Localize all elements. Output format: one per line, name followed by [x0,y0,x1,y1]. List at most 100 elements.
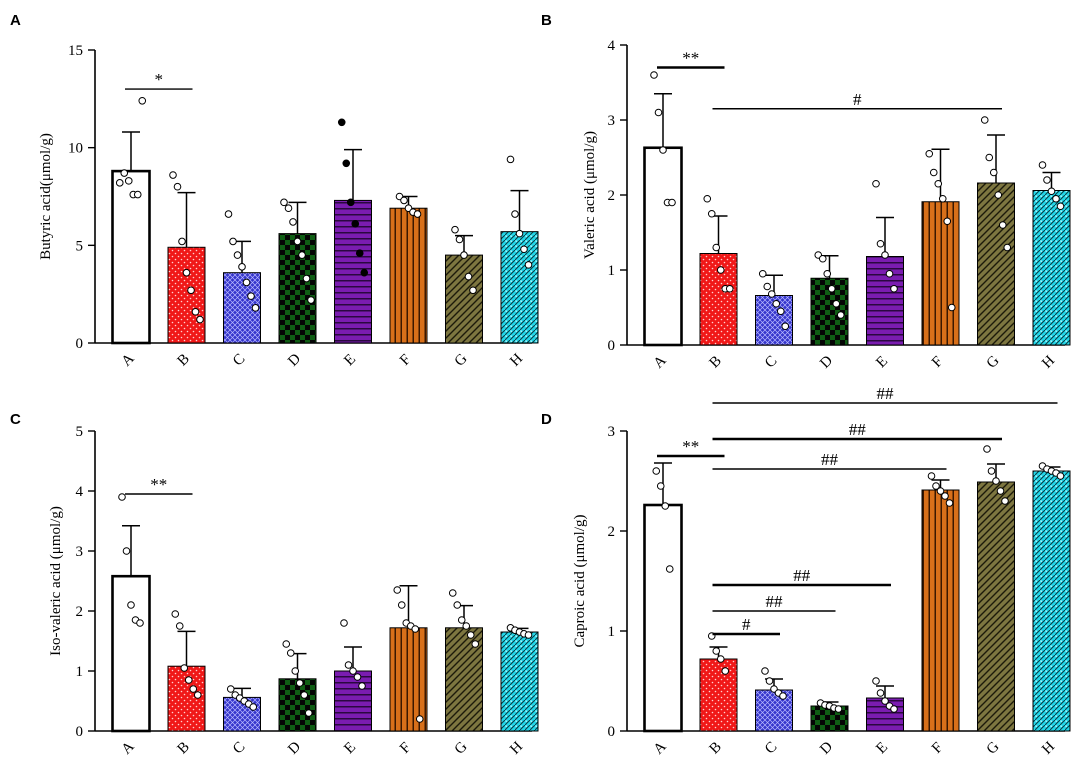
panel-c-x-tick-label-c: C [230,739,248,757]
panel-a-x-tick-label-g: G [452,351,471,370]
panel-c-data-point [118,493,126,501]
panel-d-bar-g [977,481,1015,732]
panel-a-data-point [346,198,355,207]
panel-c-bar-h [500,631,539,732]
panel-b-data-point [767,290,776,298]
panel-c-x-tick-label-e: E [341,739,359,757]
panel-b-data-point [934,179,943,188]
panel-b-y-tick-label: 4 [608,38,616,54]
panel-a-bar-d [278,233,317,344]
panel-c-y-tick-label: 0 [76,724,84,740]
panel-c-letter: C [10,411,21,428]
panel-a-data-point [133,190,142,199]
panel-a-y-tick-label: 0 [76,336,84,352]
panel-c-data-point [397,601,406,609]
panel-d-x-tick-label-h: H [1039,739,1058,758]
panel-a-letter: A [10,12,21,29]
panel-d-data-point [890,705,898,713]
panel-b-x-tick-label-e: E [873,353,891,371]
panel-b-data-point [758,269,767,278]
panel-c-x-tick-label-h: H [507,739,526,758]
panel-b-data-point [836,311,845,319]
panel-a-data-point [115,179,124,187]
panel-a-bar-b [167,246,206,344]
panel-c-data-point [349,667,357,675]
panel-b-bar-c [755,295,793,346]
panel-b-data-point [872,179,880,188]
panel-d-y-tick-label: 0 [608,724,616,740]
panel-c-data-point [122,547,131,555]
panel-a-x-tick-label-h: H [507,351,526,370]
panel-b-data-point [823,269,832,278]
panel-a-x-tick-label-f: F [397,352,414,369]
panel-d-y-axis-label: Caproic acid (μmol/g) [572,514,588,647]
panel-c-y-axis-label: Iso-valeric acid (μmol/g) [48,506,64,656]
panel-d-data-point [779,692,787,700]
panel-c-data-point [286,649,295,657]
panel-c-x-tick-label-d: D [285,739,304,758]
panel-d-data-point [834,705,843,713]
panel-b-data-point [776,307,785,316]
panel-b-data-point [763,282,772,291]
panel-a-data-point [173,182,182,191]
panel-a-data-point [182,268,191,277]
panel-a-data-point [289,218,297,226]
panel-a-data-point [355,249,364,257]
panel-c-data-point [127,601,135,609]
panel-b-bar-e [866,256,904,346]
panel-c-data-point [353,673,362,681]
panel-a-data-point [242,278,251,287]
panel-a-data-point [302,274,311,283]
panel-a-data-point [196,315,204,324]
panel-b-x-tick-label-d: D [817,353,836,372]
panel-a-data-point [238,263,246,271]
panel-b-y-tick-label: 2 [608,188,616,204]
panel-b-data-point [772,299,781,308]
panel-a-data-point [464,272,473,281]
panel-d-significance-label: ## [849,420,867,439]
panel-b-data-point [947,303,956,312]
panel-d-data-point [876,689,885,697]
panel-b-data-point [818,254,827,263]
panel-c-data-point [184,676,193,684]
panel-b-data-point [1047,187,1056,196]
panel-d-data-point [716,655,725,663]
panel-b-x-tick-label-b: B [706,353,724,371]
panel-c-bar-d [278,678,317,732]
panel-c-y-tick-label: 2 [76,604,84,620]
panel-b-data-point [716,266,725,274]
panel-a-x-tick-label-e: E [341,351,359,369]
panel-d-x-tick-label-e: E [873,739,891,757]
panel-d-data-point [987,467,996,475]
panel-a-bar-h [500,231,539,344]
panel-a-data-point [451,225,459,234]
panel-d-data-point [927,472,936,480]
panel-b-data-point [1038,161,1047,169]
panel-d-data-point [945,499,954,507]
panel-d-data-point [656,482,665,490]
panel-b-data-point [885,269,894,278]
panel-c-data-point [466,631,475,639]
panel-a-data-point [224,210,233,218]
panel-c-data-point [295,679,304,687]
panel-a-data-point [400,196,408,205]
panel-a-data-point [342,159,351,168]
panel-d-data-point [721,667,730,675]
panel-a-data-point [515,229,524,238]
panel-c-data-point [453,601,462,609]
panel-a-data-point [191,307,200,316]
panel-c-data-point [193,691,202,699]
panel-a-data-point [178,237,186,246]
panel-d-data-point [932,482,940,490]
panel-a-x-tick-label-c: C [230,351,248,369]
panel-a-y-tick-label: 10 [68,141,83,157]
panel-b-data-point [890,284,898,293]
panel-b-y-tick-label: 3 [608,113,616,129]
panel-b-data-point [654,108,663,117]
panel-d-data-point [665,565,674,573]
panel-c-x-tick-label-a: A [119,739,138,758]
panel-c-data-point [524,631,533,639]
panel-c-data-point [282,640,291,648]
panel-b-x-tick-label-c: C [762,353,780,371]
panel-b-data-point [712,243,721,252]
